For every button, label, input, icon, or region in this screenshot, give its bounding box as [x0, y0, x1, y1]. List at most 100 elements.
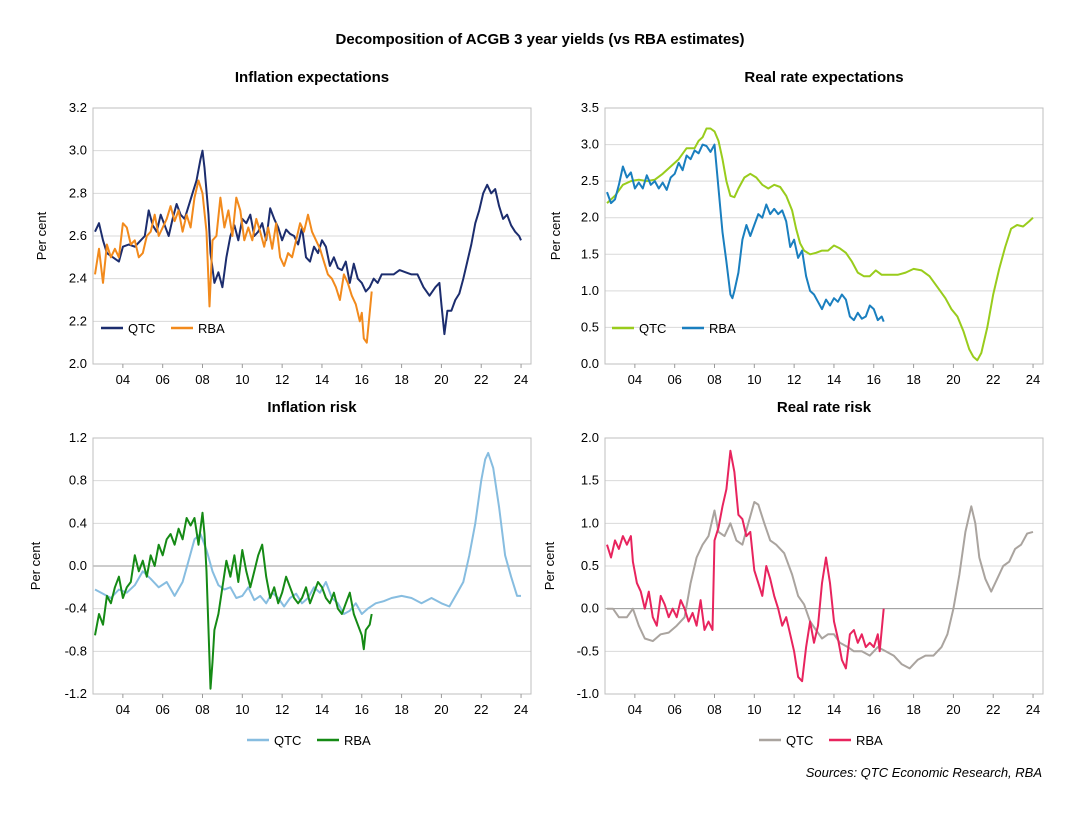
panel-title: Inflation risk [267, 399, 357, 416]
y-tick-label: -0.5 [577, 643, 599, 658]
legend-label: QTC [786, 733, 813, 748]
legend-label: RBA [198, 321, 225, 336]
x-tick-label: 06 [155, 702, 169, 717]
legend-label: QTC [639, 321, 666, 336]
plot-border [92, 437, 532, 695]
y-tick-label: 2.2 [69, 313, 87, 328]
y-axis-label: Per cent [34, 211, 49, 260]
series-line-qtc [94, 149, 522, 336]
y-tick-label: 3.2 [69, 100, 87, 115]
x-tick-label: 18 [394, 372, 408, 387]
legend-label: RBA [856, 733, 883, 748]
x-tick-label: 04 [116, 372, 130, 387]
series-line-qtc [607, 501, 1034, 670]
y-tick-label: 0.0 [69, 558, 87, 573]
y-tick-label: 2.0 [581, 210, 599, 225]
x-tick-label: 16 [867, 372, 881, 387]
x-tick-label: 10 [747, 372, 761, 387]
y-tick-label: -1.2 [65, 686, 87, 701]
y-tick-label: 1.5 [581, 473, 599, 488]
legend-label: QTC [128, 321, 155, 336]
plot-border [604, 437, 1044, 695]
x-tick-label: 06 [667, 372, 681, 387]
y-tick-label: 1.5 [581, 246, 599, 261]
y-tick-label: 2.4 [69, 271, 87, 286]
y-tick-label: -1.0 [577, 686, 599, 701]
y-tick-label: 0.4 [69, 515, 87, 530]
x-tick-label: 20 [434, 372, 448, 387]
x-tick-label: 18 [906, 702, 920, 717]
x-tick-label: 06 [667, 702, 681, 717]
y-tick-label: 2.0 [581, 430, 599, 445]
x-tick-label: 14 [827, 702, 841, 717]
x-tick-label: 22 [474, 372, 488, 387]
x-tick-label: 16 [867, 702, 881, 717]
x-tick-label: 12 [787, 372, 801, 387]
series-line-qtc [94, 451, 521, 615]
y-tick-label: 0.0 [581, 601, 599, 616]
x-tick-label: 22 [474, 702, 488, 717]
y-axis-label: Per cent [548, 211, 563, 260]
y-tick-label: 2.8 [69, 185, 87, 200]
y-tick-label: 1.2 [69, 430, 87, 445]
x-tick-label: 04 [628, 372, 642, 387]
x-tick-label: 06 [155, 372, 169, 387]
x-tick-label: 12 [787, 702, 801, 717]
x-tick-label: 14 [315, 702, 329, 717]
x-tick-label: 24 [1026, 372, 1040, 387]
x-tick-label: 08 [707, 702, 721, 717]
main-title: Decomposition of ACGB 3 year yields (vs … [335, 31, 745, 48]
y-tick-label: 0.5 [581, 558, 599, 573]
x-tick-label: 16 [355, 702, 369, 717]
x-tick-label: 04 [116, 702, 130, 717]
y-axis-label: Per cent [28, 541, 43, 590]
panel-title: Inflation expectations [235, 69, 389, 86]
legend-label: QTC [274, 733, 301, 748]
y-tick-label: 0.0 [581, 356, 599, 371]
y-axis-label: Per cent [542, 541, 557, 590]
x-tick-label: 12 [275, 702, 289, 717]
x-tick-label: 22 [986, 372, 1000, 387]
y-tick-label: 3.5 [581, 100, 599, 115]
x-tick-label: 08 [195, 702, 209, 717]
y-tick-label: 2.6 [69, 228, 87, 243]
series-line-rba [606, 143, 885, 322]
series-line-rba [94, 511, 373, 690]
x-tick-label: 22 [986, 702, 1000, 717]
chart-panel-4: Real rate risk 2.0 1.5 1.0 0.5 0.0 -0.5 -1.0 04 0… [542, 399, 1044, 748]
y-tick-label: 1.0 [581, 283, 599, 298]
y-tick-label: 2.5 [581, 173, 599, 188]
x-tick-label: 18 [906, 372, 920, 387]
x-tick-label: 12 [275, 372, 289, 387]
x-tick-label: 04 [628, 702, 642, 717]
chart-panel-3: Inflation risk 1.2 0.8 0.4 0.0 -0.4 -0.8 -1.2 04… [28, 399, 532, 748]
series-line-qtc [606, 127, 1034, 362]
panel-title: Real rate risk [777, 399, 872, 416]
legend-label: RBA [344, 733, 371, 748]
y-tick-label: 2.0 [69, 356, 87, 371]
plot-border [92, 107, 532, 365]
chart-panel-1: Inflation expectations 3.2 3.0 2.8 2.6 2.4 2.2… [34, 69, 532, 387]
x-tick-label: 16 [355, 372, 369, 387]
legend-label: RBA [709, 321, 736, 336]
x-tick-label: 08 [707, 372, 721, 387]
x-tick-label: 18 [394, 702, 408, 717]
source-note: Sources: QTC Economic Research, RBA [805, 765, 1042, 780]
y-tick-label: -0.8 [65, 643, 87, 658]
x-tick-label: 20 [946, 372, 960, 387]
y-tick-label: -0.4 [65, 601, 87, 616]
x-tick-label: 10 [235, 702, 249, 717]
y-tick-label: 3.0 [581, 137, 599, 152]
x-tick-label: 24 [514, 372, 528, 387]
x-tick-label: 08 [195, 372, 209, 387]
x-tick-label: 10 [747, 702, 761, 717]
y-tick-label: 3.0 [69, 143, 87, 158]
x-tick-label: 24 [514, 702, 528, 717]
panel-title: Real rate expectations [744, 69, 903, 86]
x-tick-label: 14 [827, 372, 841, 387]
y-tick-label: 0.8 [69, 473, 87, 488]
x-tick-label: 20 [434, 702, 448, 717]
chart-panel-2: Real rate expectations 3.5 3.0 2.5 2.0 1.5 1.0… [548, 69, 1044, 387]
x-tick-label: 20 [946, 702, 960, 717]
